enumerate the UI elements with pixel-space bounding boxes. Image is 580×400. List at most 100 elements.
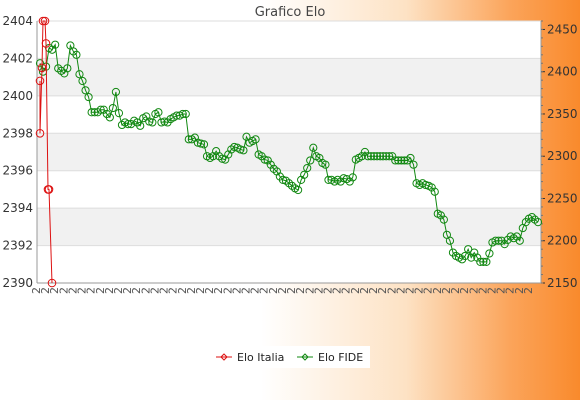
fide-point	[372, 152, 382, 161]
x-tick-label: 2	[112, 287, 125, 294]
x-tick-label: 2	[458, 287, 471, 294]
fide-point	[266, 160, 275, 169]
gridlines	[37, 20, 541, 284]
fide-point	[321, 160, 330, 169]
y-left-tick-label: 2396	[2, 164, 33, 178]
x-tick-label: 2	[221, 287, 234, 294]
fide-point	[96, 105, 105, 114]
y-left-tick-label: 2402	[2, 51, 33, 65]
plot-background	[37, 21, 541, 283]
fide-point	[360, 147, 370, 157]
x-tick-label: 2	[376, 287, 389, 294]
fide-point	[148, 118, 157, 127]
x-tick-label: 2	[476, 287, 489, 294]
x-tick-label: 2	[48, 287, 61, 294]
fide-point	[485, 249, 494, 258]
fide-point	[491, 236, 500, 245]
fide-point	[199, 140, 209, 149]
fide-point	[178, 109, 187, 119]
y-right-tick-label: 2250	[547, 191, 578, 205]
fide-point	[306, 156, 315, 165]
grid-band	[37, 208, 541, 246]
x-tick-label: 2	[422, 287, 435, 294]
series-elo-italia	[35, 16, 57, 288]
fide-point	[348, 173, 357, 182]
fide-point	[366, 152, 376, 161]
y-right-tick-label: 2400	[547, 65, 578, 79]
legend: Elo Italia Elo FIDE	[210, 346, 370, 368]
fide-point	[251, 135, 260, 144]
x-tick-label: 2	[504, 287, 517, 294]
legend-marker-fide	[301, 353, 309, 361]
x-tick-label: 2	[230, 287, 243, 294]
fide-point	[436, 211, 445, 220]
fide-point	[500, 240, 509, 249]
fide-point	[114, 109, 124, 118]
x-tick-label: 2	[285, 287, 298, 294]
fide-point	[369, 152, 379, 161]
x-tick-label: 2	[130, 287, 143, 294]
y-right-tick-label: 2300	[547, 149, 578, 163]
x-tick-label: 2	[340, 287, 353, 294]
x-tick-label: 2	[413, 287, 426, 294]
x-tick-label: 2	[385, 287, 398, 294]
x-tick-label: 2	[449, 287, 462, 294]
x-tick-label: 2	[185, 287, 198, 294]
fide-point	[84, 92, 93, 102]
x-tick-label: 2	[522, 287, 535, 294]
fide-point	[476, 257, 485, 266]
fide-point	[294, 185, 303, 195]
x-tick-label: 2	[85, 287, 98, 294]
y-left-tick-label: 2392	[2, 239, 33, 253]
fide-point	[87, 108, 96, 117]
legend-item-fide: Elo FIDE	[297, 351, 363, 364]
fide-point	[394, 156, 403, 165]
y-left-tick-label: 2390	[2, 276, 33, 290]
grid-band	[37, 133, 541, 171]
y-left-ticks: 2390 2392 2394 2396 2398 2400 2402 2404	[2, 14, 33, 290]
x-tick-label: 2	[249, 287, 262, 294]
fide-point	[157, 118, 166, 127]
x-tick-label: 2	[167, 287, 180, 294]
fide-point	[479, 257, 488, 266]
italia-point	[41, 39, 51, 48]
fide-point	[363, 152, 373, 161]
x-tick-label: 2	[158, 287, 171, 294]
italia-point	[44, 185, 54, 194]
x-tick-label: 2	[148, 287, 161, 294]
y-right-ticks: 2150 2200 2250 2300 2350 2400 2450	[541, 20, 578, 290]
x-tick-label: 2	[258, 287, 271, 294]
fide-point	[78, 76, 87, 86]
fide-point	[533, 218, 543, 227]
x-tick-label: 2	[103, 287, 116, 294]
italia-point	[35, 76, 45, 86]
fide-point	[388, 152, 397, 161]
fide-point	[81, 86, 90, 95]
x-tick-label: 2	[431, 287, 444, 294]
fide-point	[406, 153, 415, 163]
x-tick-label: 2	[267, 287, 280, 294]
fide-point	[35, 59, 45, 68]
legend-item-italia: Elo Italia	[216, 351, 284, 364]
fide-point	[375, 152, 385, 161]
x-tick-label: 2	[404, 287, 417, 294]
x-tick-label: 2	[121, 287, 134, 294]
fide-point	[357, 152, 366, 161]
fide-point	[379, 152, 388, 161]
x-tick-label: 2	[331, 287, 344, 294]
x-tick-label: 2	[485, 287, 498, 294]
fide-point	[154, 108, 163, 117]
y-right-tick-label: 2350	[547, 107, 578, 121]
fide-point	[75, 70, 84, 79]
fide-point	[193, 138, 203, 147]
series-elo-fide	[35, 40, 543, 266]
y-left-tick-label: 2398	[2, 126, 33, 140]
fide-point	[515, 236, 524, 245]
x-ticks: 2222222222222222222222222222222222222222…	[30, 287, 535, 294]
x-tick-label: 2	[276, 287, 289, 294]
x-tick-label: 2	[513, 287, 526, 294]
x-tick-label: 2	[30, 287, 43, 294]
fide-point	[303, 163, 312, 173]
x-tick-label: 2	[176, 287, 189, 294]
fide-point	[105, 113, 114, 122]
